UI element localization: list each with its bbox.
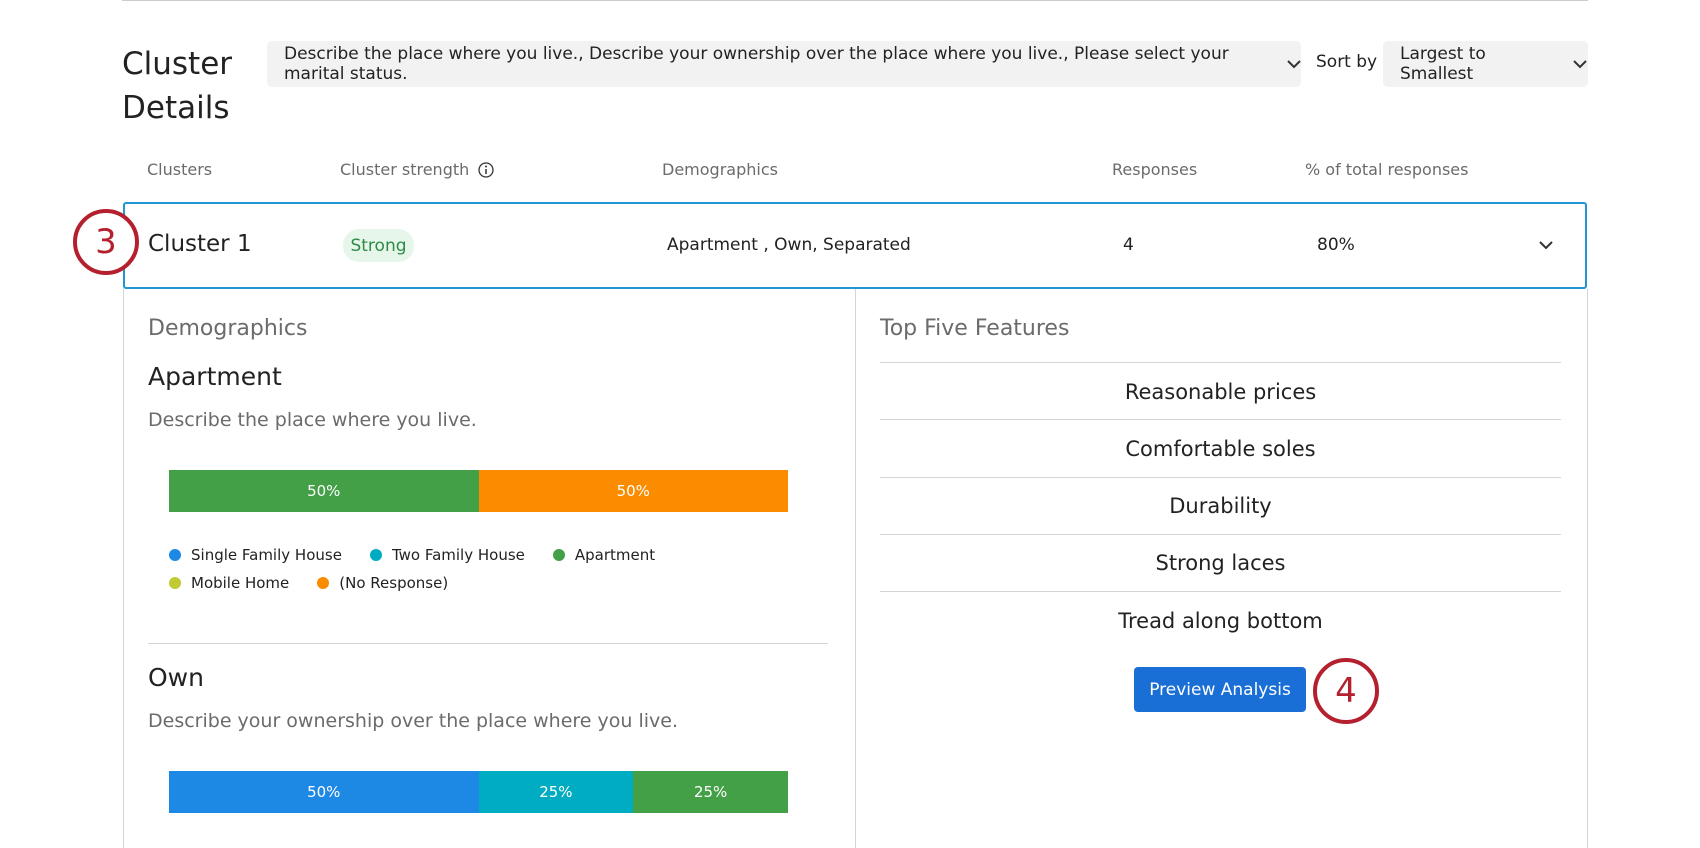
feature-item: Durability	[880, 476, 1561, 535]
chevron	[1287, 60, 1301, 69]
segment-label: 25%	[539, 783, 573, 801]
info-icon[interactable]	[477, 161, 495, 179]
column-header: Demographics	[662, 160, 778, 179]
cluster-responses: 4	[1123, 235, 1134, 255]
sort-dropdown[interactable]: Largest to Smallest	[1383, 41, 1588, 87]
cluster-name: Cluster 1	[148, 231, 252, 257]
column-header: Cluster strength	[340, 160, 470, 179]
group-name: Own	[148, 663, 204, 692]
panel-divider	[855, 289, 856, 848]
legend-dot	[369, 549, 382, 561]
column-header: Clusters	[147, 160, 213, 179]
feature-item: Comfortable soles	[880, 419, 1561, 477]
legend-item: Single Family House	[169, 546, 342, 564]
group-question: Describe your ownership over the place w…	[148, 710, 678, 732]
page-title: Cluster Details	[122, 46, 233, 126]
feature-item: Reasonable prices	[880, 362, 1561, 420]
group-separator	[148, 643, 828, 644]
stacked-bar: 50% 50%	[169, 470, 788, 512]
legend-label: Mobile Home	[191, 574, 290, 592]
demographics-title: Demographics	[148, 316, 308, 341]
question-filter[interactable]: Describe the place where you live., Desc…	[267, 41, 1301, 87]
column-header: % of total responses	[1305, 160, 1469, 179]
group-question: Describe the place where you live.	[148, 409, 477, 431]
legend-dot	[317, 577, 330, 589]
sort-label: Sort by	[1316, 52, 1378, 72]
bar-segment: 50%	[478, 470, 788, 512]
strength-badge: Strong	[343, 229, 414, 262]
expand-chevron[interactable]	[1538, 240, 1554, 250]
top-rule	[122, 0, 1588, 1]
chevron	[1573, 60, 1587, 69]
legend-dot	[169, 549, 181, 561]
legend-item: Apartment	[552, 546, 656, 564]
segment-label: 50%	[616, 482, 650, 500]
bar-segment: 25%	[633, 771, 788, 813]
column-header: Responses	[1112, 160, 1198, 179]
legend-label: (No Response)	[339, 574, 449, 592]
preview-button[interactable]: Preview Analysis	[1134, 667, 1306, 712]
legend-label: Single Family House	[191, 546, 342, 564]
callout-badge: 4	[1313, 658, 1379, 724]
feature-item: Strong laces	[880, 533, 1561, 592]
callout-badge: 3	[73, 209, 139, 275]
features-title: Top Five Features	[880, 316, 1070, 341]
legend-dot	[169, 577, 181, 589]
cluster-demographics: Apartment , Own, Separated	[667, 235, 911, 255]
feature-item: Tread along bottom	[880, 591, 1561, 649]
bar-segment: 25%	[478, 771, 634, 813]
legend: Single Family House Two Family House Apart…	[169, 546, 789, 592]
sort-value: Largest to Smallest	[1400, 44, 1486, 84]
bar-segment: 50%	[169, 470, 479, 512]
segment-label: 25%	[693, 783, 728, 801]
legend-label: Two Family House	[391, 546, 525, 564]
stacked-bar: 50% 25% 25%	[169, 771, 788, 813]
legend-item: Two Family House	[369, 546, 525, 564]
segment-label: 50%	[307, 783, 341, 801]
legend-item: (No Response)	[317, 574, 448, 592]
legend-item: Mobile Home	[169, 574, 289, 592]
legend-dot	[552, 549, 565, 561]
cluster-percent: 80%	[1317, 235, 1355, 255]
panel-border	[1587, 289, 1588, 848]
segment-label: 50%	[307, 482, 341, 500]
bar-segment: 50%	[169, 771, 479, 813]
column-header-wrap: Cluster strength	[340, 160, 495, 179]
legend-label: Apartment	[574, 546, 656, 564]
panel-border	[123, 289, 124, 848]
group-name: Apartment	[148, 362, 282, 391]
filter-text: Describe the place where you live., Desc…	[284, 44, 1229, 84]
